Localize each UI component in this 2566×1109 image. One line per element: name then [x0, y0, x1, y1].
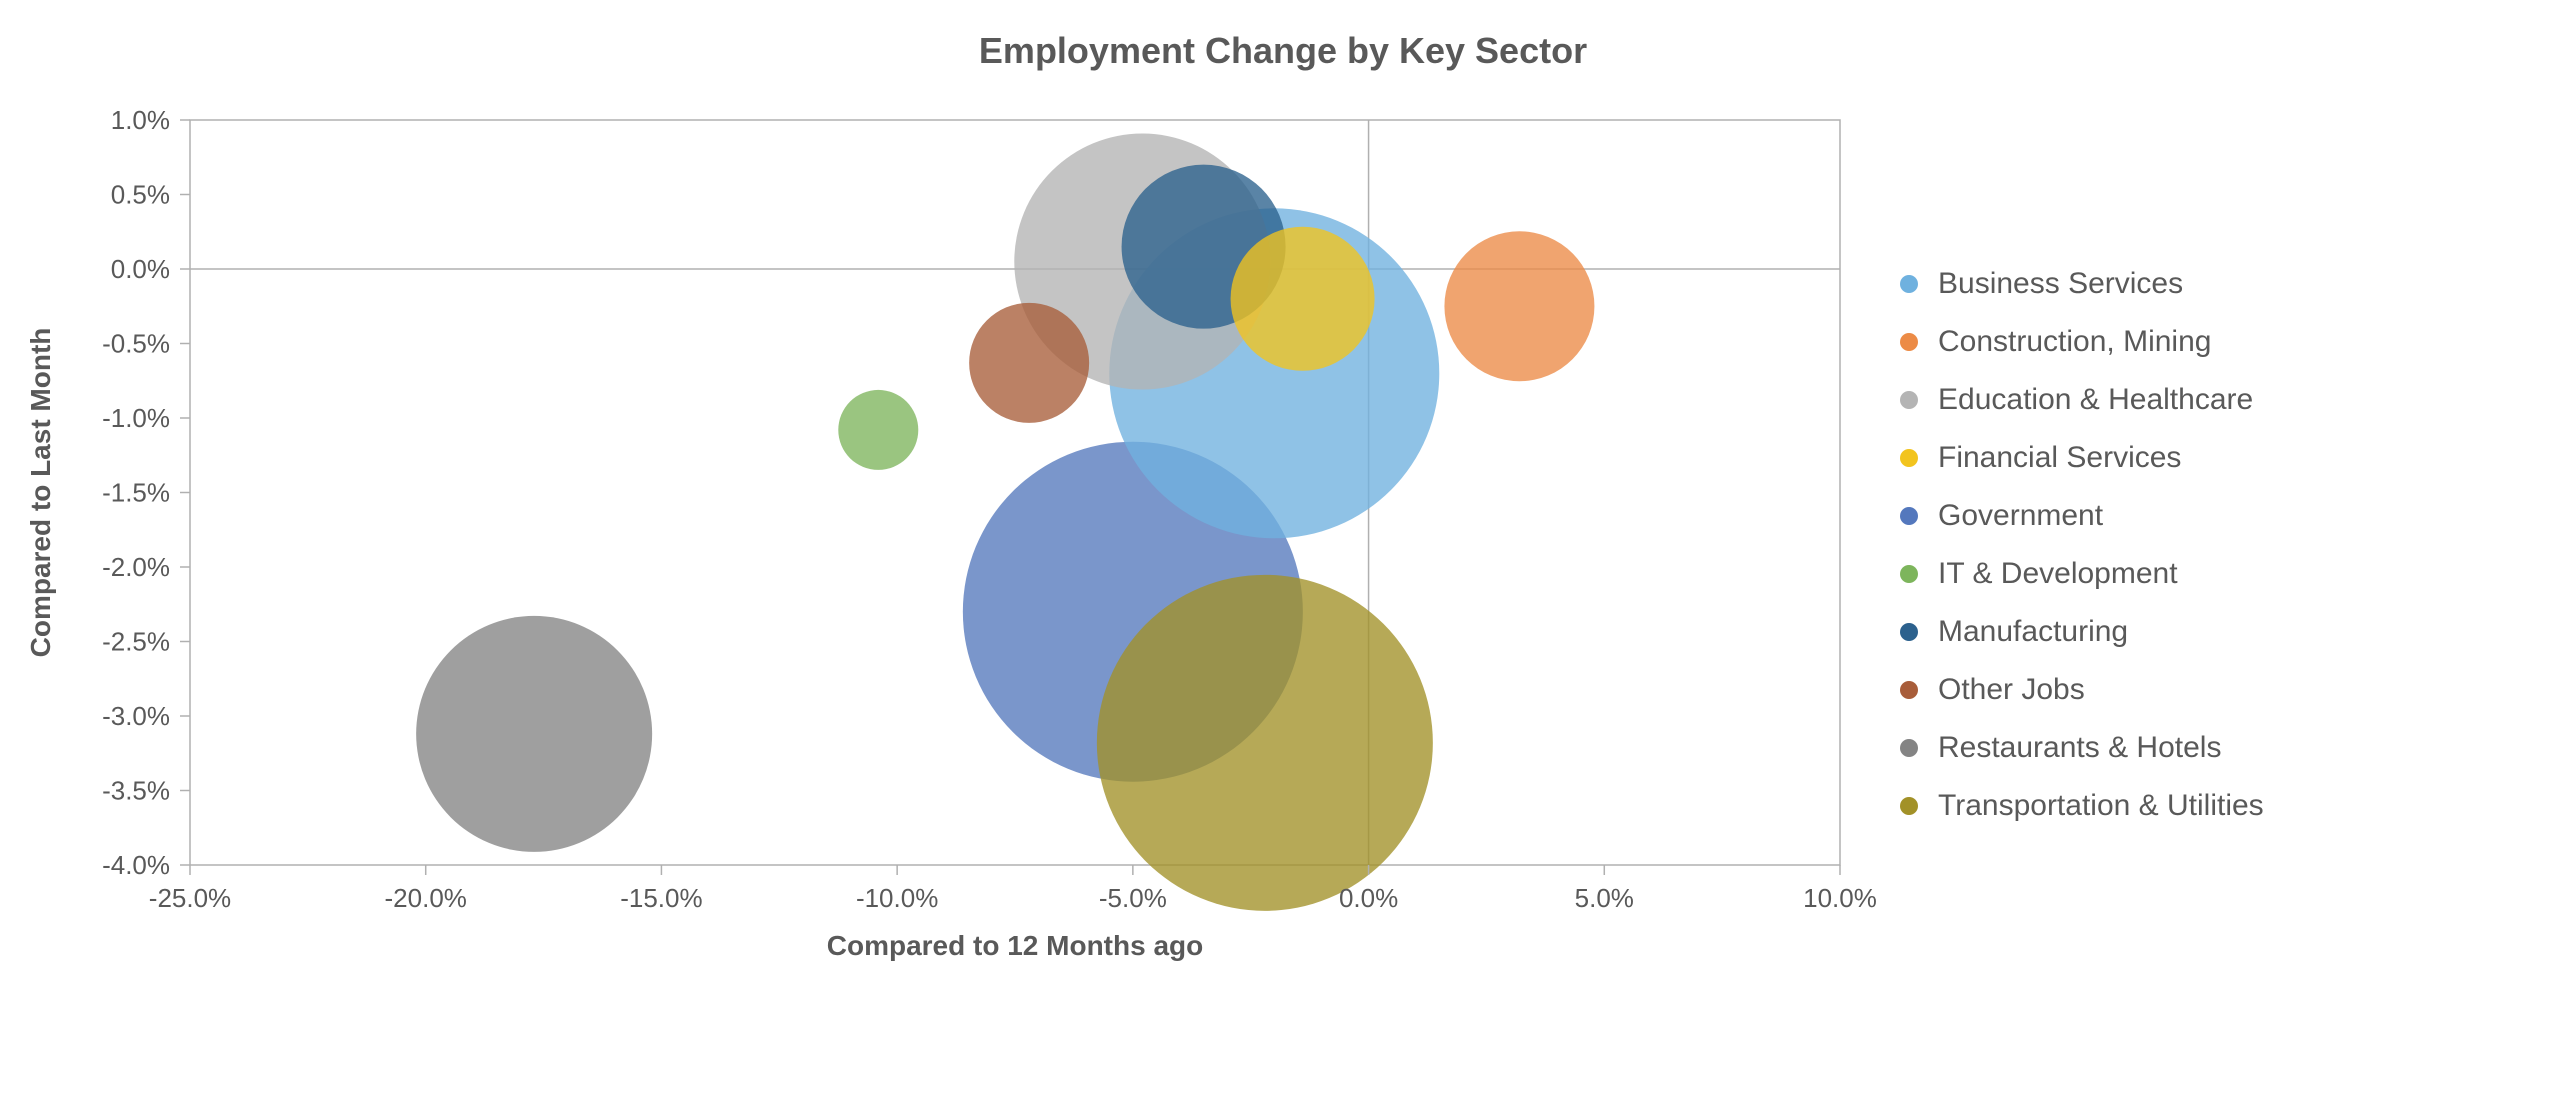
legend-swatch: [1900, 275, 1918, 293]
legend-swatch: [1900, 739, 1918, 757]
x-tick-label: 0.0%: [1339, 883, 1398, 913]
bubble-chart: Employment Change by Key Sector-25.0%-20…: [0, 0, 2566, 1109]
y-tick-label: -0.5%: [102, 329, 170, 359]
legend-swatch: [1900, 681, 1918, 699]
legend-item: Business Services: [1900, 255, 2264, 313]
x-tick-label: -25.0%: [149, 883, 231, 913]
legend-label: Financial Services: [1938, 441, 2181, 475]
y-tick-label: -3.0%: [102, 701, 170, 731]
bubble-construction-mining: [1444, 231, 1594, 381]
legend-swatch: [1900, 623, 1918, 641]
bubble-other-jobs: [969, 303, 1089, 423]
bubble-financial-services: [1231, 227, 1375, 371]
legend: Business Services Construction, Mining Edu…: [1900, 255, 2264, 835]
bubble-restaurants-hotels: [416, 616, 652, 852]
y-tick-label: 1.0%: [111, 105, 170, 135]
legend-swatch: [1900, 391, 1918, 409]
legend-item: Other Jobs: [1900, 661, 2264, 719]
legend-label: Restaurants & Hotels: [1938, 731, 2221, 765]
y-tick-label: -1.5%: [102, 478, 170, 508]
legend-item: Construction, Mining: [1900, 313, 2264, 371]
legend-swatch: [1900, 507, 1918, 525]
x-axis-label: Compared to 12 Months ago: [827, 930, 1203, 961]
legend-label: Manufacturing: [1938, 615, 2128, 649]
legend-item: Education & Healthcare: [1900, 371, 2264, 429]
legend-label: Construction, Mining: [1938, 325, 2211, 359]
legend-item: Financial Services: [1900, 429, 2264, 487]
y-tick-label: 0.0%: [111, 254, 170, 284]
x-tick-label: -10.0%: [856, 883, 938, 913]
legend-item: IT & Development: [1900, 545, 2264, 603]
x-tick-label: 5.0%: [1575, 883, 1634, 913]
legend-item: Government: [1900, 487, 2264, 545]
x-tick-label: -5.0%: [1099, 883, 1167, 913]
legend-label: Government: [1938, 499, 2103, 533]
legend-label: Other Jobs: [1938, 673, 2085, 707]
y-axis-label: Compared to Last Month: [25, 328, 56, 658]
legend-label: Business Services: [1938, 267, 2183, 301]
legend-swatch: [1900, 449, 1918, 467]
bubble-it-development: [838, 390, 918, 470]
legend-swatch: [1900, 333, 1918, 351]
y-tick-label: -3.5%: [102, 776, 170, 806]
legend-swatch: [1900, 565, 1918, 583]
legend-label: IT & Development: [1938, 557, 2178, 591]
x-tick-label: -20.0%: [385, 883, 467, 913]
legend-swatch: [1900, 797, 1918, 815]
y-tick-label: -1.0%: [102, 403, 170, 433]
legend-label: Transportation & Utilities: [1938, 789, 2264, 823]
y-tick-label: -2.5%: [102, 627, 170, 657]
legend-item: Restaurants & Hotels: [1900, 719, 2264, 777]
bubble-transportation-utilities: [1097, 575, 1433, 911]
x-tick-label: 10.0%: [1803, 883, 1877, 913]
y-tick-label: -2.0%: [102, 552, 170, 582]
y-tick-label: 0.5%: [111, 180, 170, 210]
x-tick-label: -15.0%: [620, 883, 702, 913]
y-tick-label: -4.0%: [102, 850, 170, 880]
legend-label: Education & Healthcare: [1938, 383, 2253, 417]
legend-item: Transportation & Utilities: [1900, 777, 2264, 835]
legend-item: Manufacturing: [1900, 603, 2264, 661]
